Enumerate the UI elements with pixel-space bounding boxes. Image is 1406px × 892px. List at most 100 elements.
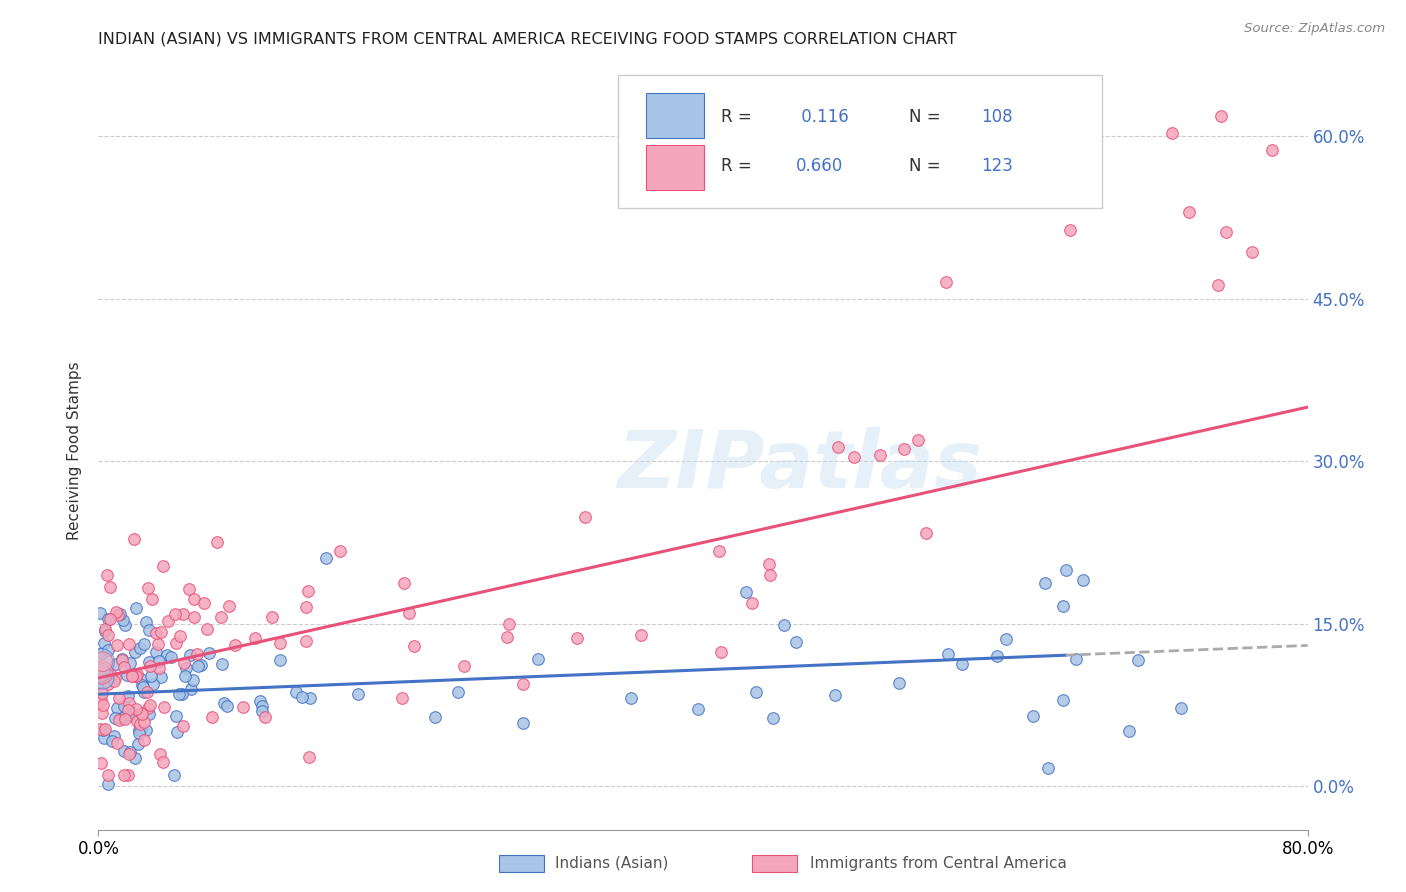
Point [160, 649, 183, 664]
Point [124, 644, 146, 658]
Point [1069, 149, 1091, 163]
Point [187, 659, 209, 673]
Point [392, 575, 415, 590]
Point [98, 612, 121, 626]
Point [138, 656, 160, 670]
Point [995, 632, 1018, 647]
Point [90, 756, 112, 770]
Point [145, 645, 167, 659]
Point [93, 636, 115, 650]
Point [112, 744, 135, 758]
Point [179, 582, 201, 596]
Point [98, 580, 121, 594]
Point [91, 671, 114, 685]
Point [91, 667, 114, 681]
Point [138, 698, 160, 713]
Point [115, 668, 138, 682]
Point [91, 723, 114, 738]
Point [138, 707, 160, 722]
Point [120, 656, 142, 670]
Point [165, 709, 187, 723]
Point [139, 659, 162, 673]
Point [108, 713, 131, 727]
Point [1178, 204, 1201, 219]
Point [297, 584, 319, 599]
Text: 0.116: 0.116 [796, 108, 849, 126]
Point [1059, 223, 1081, 237]
Point [148, 747, 170, 761]
Point [120, 706, 142, 720]
Text: N =: N = [908, 157, 945, 175]
Point [249, 694, 271, 708]
Point [125, 669, 148, 683]
Point [686, 702, 709, 716]
Point [759, 568, 782, 582]
Point [269, 652, 291, 666]
Point [149, 670, 172, 684]
Point [709, 544, 731, 558]
Point [96, 568, 118, 582]
Point [118, 745, 141, 759]
Text: Indians (Asian): Indians (Asian) [555, 856, 669, 871]
Point [215, 698, 238, 713]
Text: INDIAN (ASIAN) VS IMMIGRANTS FROM CENTRAL AMERICA RECEIVING FOOD STAMPS CORRELAT: INDIAN (ASIAN) VS IMMIGRANTS FROM CENTRA… [98, 31, 957, 46]
Point [165, 607, 187, 621]
Point [150, 624, 173, 639]
Point [89, 671, 111, 685]
Point [90, 655, 112, 669]
Point [162, 768, 184, 782]
Text: 108: 108 [981, 108, 1012, 126]
Point [124, 751, 146, 765]
Point [527, 652, 550, 666]
Point [741, 596, 763, 610]
Point [169, 629, 191, 643]
Point [125, 600, 148, 615]
Point [146, 637, 169, 651]
Point [291, 690, 314, 705]
Point [565, 632, 588, 646]
Point [97, 642, 120, 657]
Point [211, 657, 233, 672]
Point [128, 716, 150, 731]
Point [224, 639, 246, 653]
Point [889, 676, 911, 690]
Point [172, 719, 194, 733]
Point [129, 641, 152, 656]
Point [97, 628, 120, 642]
Point [166, 725, 188, 739]
Point [209, 610, 232, 624]
Point [131, 707, 153, 722]
Point [105, 657, 128, 672]
Point [986, 648, 1008, 663]
Point [984, 120, 1007, 134]
Point [105, 736, 128, 750]
Point [111, 653, 134, 667]
Point [212, 696, 235, 710]
Point [907, 433, 929, 447]
Point [108, 691, 131, 706]
Point [193, 596, 215, 610]
Point [105, 638, 128, 652]
Point [181, 673, 204, 687]
Point [347, 687, 370, 701]
FancyBboxPatch shape [647, 93, 704, 138]
Point [1215, 225, 1237, 239]
Point [973, 153, 995, 168]
Point [620, 691, 643, 706]
Point [128, 726, 150, 740]
Point [135, 723, 157, 738]
Text: Source: ZipAtlas.com: Source: ZipAtlas.com [1244, 22, 1385, 36]
Point [105, 605, 128, 619]
Point [1211, 109, 1233, 123]
Point [512, 716, 534, 731]
Point [190, 657, 212, 672]
Point [93, 731, 115, 745]
Point [915, 526, 938, 541]
Point [298, 749, 321, 764]
Point [186, 648, 208, 662]
Point [141, 676, 163, 690]
Point [1240, 244, 1263, 259]
Point [131, 672, 153, 686]
Point [134, 637, 156, 651]
Point [135, 615, 157, 630]
